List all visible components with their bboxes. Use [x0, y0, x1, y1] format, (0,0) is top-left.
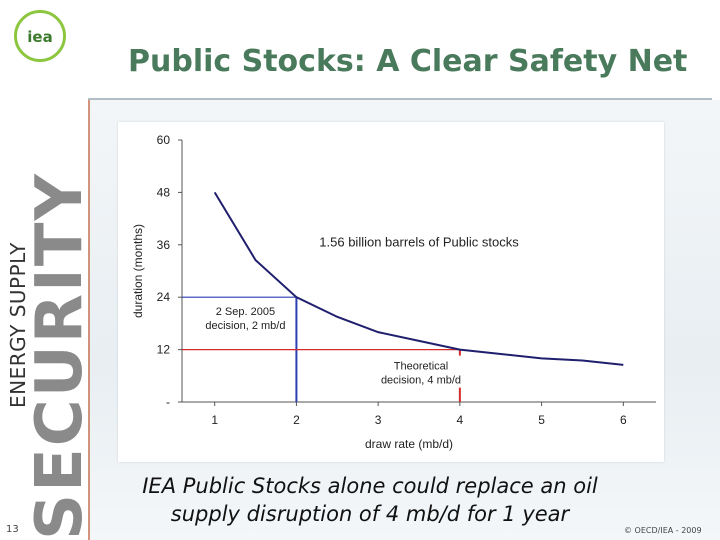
annotation-public-stocks: 1.56 billion barrels of Public stocks — [319, 235, 519, 250]
y-tick-label: - — [166, 395, 170, 409]
y-tick-label: 12 — [157, 343, 171, 357]
annotation-4mbd-line: Theoretical — [394, 361, 448, 373]
annotation-2mbd-line: 2 Sep. 2005 — [216, 306, 275, 318]
title-divider — [88, 98, 712, 100]
x-tick-label: 4 — [457, 413, 464, 427]
x-tick-label: 6 — [620, 413, 627, 427]
annotation-2mbd-line: decision, 2 mb/d — [205, 320, 285, 332]
y-tick-label: 60 — [157, 133, 171, 147]
annotation-2mbd-background — [196, 302, 295, 337]
y-tick-label: 24 — [157, 290, 171, 304]
slide-caption: IEA Public Stocks alone could replace an… — [142, 474, 598, 526]
page-number: 13 — [6, 524, 19, 535]
side-text-security: SECURITY — [23, 172, 97, 540]
annotation-4mbd-line: decision, 4 mb/d — [381, 375, 461, 387]
logo-text: iea — [27, 28, 53, 46]
iea-logo: iea — [14, 10, 66, 62]
y-tick-label: 36 — [157, 238, 171, 252]
x-tick-label: 5 — [538, 413, 545, 427]
slide-title: Public Stocks: A Clear Safety Net — [128, 44, 688, 79]
x-tick-label: 1 — [211, 413, 218, 427]
x-axis-label: draw rate (mb/d) — [365, 437, 453, 451]
duration-curve — [213, 191, 624, 366]
x-tick-label: 2 — [293, 413, 300, 427]
x-tick-label: 3 — [375, 413, 382, 427]
y-tick-label: 48 — [157, 185, 171, 199]
copyright-text: © OECD/IEA - 2009 — [624, 526, 702, 535]
vertical-divider — [88, 100, 90, 540]
annotation-4mbd-background — [371, 355, 467, 388]
y-axis-label: duration (months) — [131, 224, 145, 318]
chart-panel: 60 48 36 24 12-1 2 3 4 5 6 draw rate (mb/d) duratio… — [118, 122, 664, 462]
